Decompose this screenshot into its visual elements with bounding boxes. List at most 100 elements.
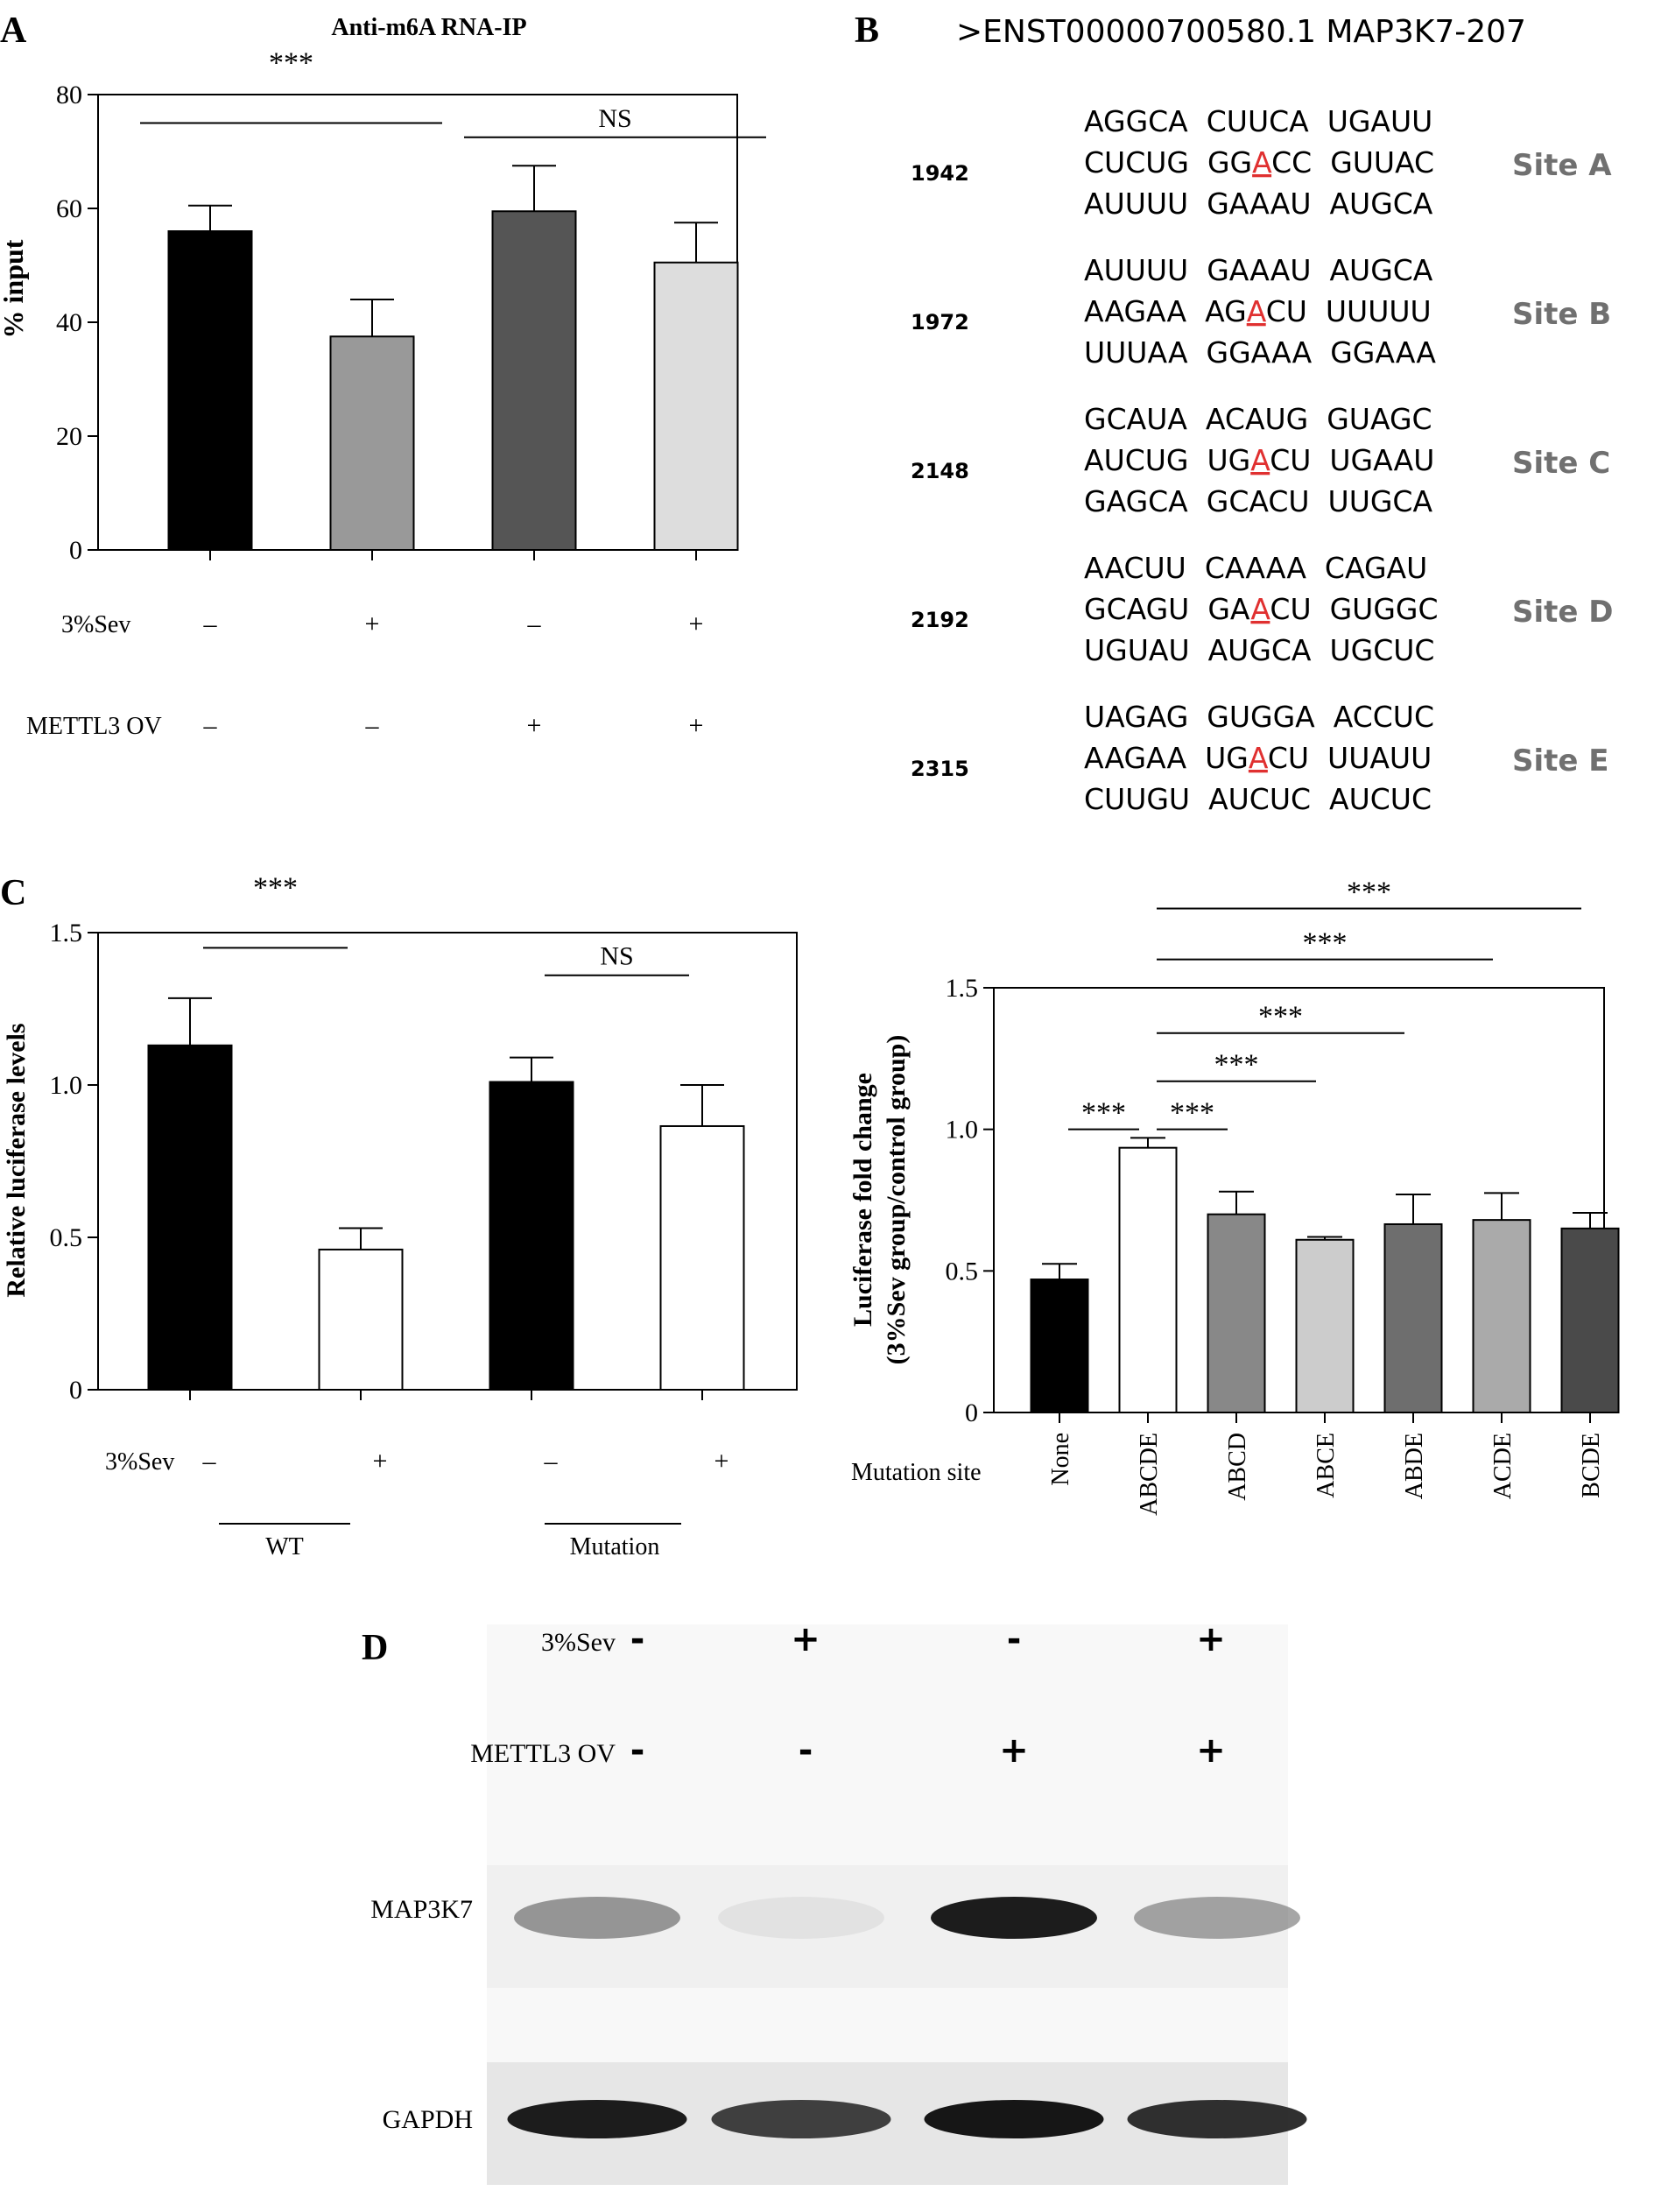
- site-block-2: 2148 Site C GCAUA ACAUG GUAGC AUCUG UGACU U…: [911, 402, 1610, 518]
- m6a-site-highlight: A: [1249, 741, 1269, 775]
- gapdh-band-0: [507, 2100, 687, 2138]
- sequence-row: AGGCA CUUCA UGAUU: [1084, 104, 1432, 138]
- panel-d: D 3%Sev METTL3 OV - + - + - - + + MAP3K7 GAPDH: [362, 1619, 1307, 2185]
- panel-c-left-ytick-label: 1.0: [50, 1071, 83, 1100]
- panel-a-ytick-label: 0: [69, 536, 82, 565]
- panel-a-bar-2: [491, 210, 577, 551]
- mutation-site-tick-label: ABCE: [1313, 1433, 1340, 1498]
- panel-c-left-ytick-label: 0: [69, 1376, 82, 1405]
- panel-c-right-ytick-label: 0: [965, 1398, 978, 1427]
- mutation-group-label: Mutation: [570, 1533, 660, 1560]
- panel-a-title: Anti-m6A RNA-IP: [331, 14, 526, 41]
- panel-c-left-ytick-label: 1.5: [50, 919, 83, 947]
- site-position: 2192: [911, 608, 969, 632]
- sequence-row: GCAUA ACAUG GUAGC: [1084, 402, 1432, 436]
- panel-a-sev-value: –: [203, 609, 218, 638]
- site-position: 2315: [911, 757, 969, 781]
- panel-a-ylabel: % input: [0, 239, 29, 338]
- panel-d-row-label-mettl3: METTL3 OV: [470, 1739, 616, 1768]
- sequence-row: CUUGU AUCUC AUCUC: [1084, 782, 1432, 816]
- panel-c-right-bar-3: [1295, 1238, 1355, 1414]
- panel-d-sev-value: -: [630, 1619, 645, 1659]
- wt-group-label: WT: [265, 1533, 304, 1560]
- site-label: Site A: [1512, 148, 1612, 183]
- sequence-row: AUCUG UGACU UGAAU: [1084, 443, 1434, 477]
- sequence-row: AAGAA UGACU UUAUU: [1084, 741, 1432, 775]
- sequence-row: AACUU CAAAA CAGAU: [1084, 551, 1427, 585]
- site-block-1: 1972 Site B AUUUU GAAAU AUGCA AAGAA AGACU U…: [911, 253, 1611, 370]
- panel-a-mettl3-value: +: [689, 711, 704, 740]
- panel-a-bar-0: [167, 230, 253, 551]
- sequence-row: GAGCA GCACU UUGCA: [1084, 484, 1432, 518]
- panel-c-right-bar-2: [1207, 1213, 1266, 1413]
- map3k7-band-3: [1134, 1897, 1300, 1939]
- panel-c-left-bar-3: [659, 1124, 745, 1391]
- panel-d-mettl3-value: -: [630, 1730, 645, 1771]
- map3k7-band-0: [514, 1897, 680, 1939]
- panel-d-sev-value: +: [1196, 1619, 1226, 1659]
- map3k7-band-1: [718, 1897, 884, 1939]
- map3k7-band-2: [931, 1897, 1097, 1939]
- gapdh-band-1: [711, 2100, 891, 2138]
- panel-c-right: Luciferase fold change (3%Sev group/cont…: [848, 876, 1620, 1516]
- sequence-row: UGUAU AUGCA UGCUC: [1084, 633, 1434, 667]
- sequence-row: AUUUU GAAAU AUGCA: [1084, 187, 1433, 221]
- panel-c-sev-value: –: [544, 1447, 559, 1476]
- panel-a-mettl3-value: +: [527, 711, 542, 740]
- panel-a-sev-value: +: [689, 609, 704, 638]
- mutation-site-tick-label: ABDE: [1401, 1433, 1428, 1499]
- panel-a-sig-label-0: ***: [269, 47, 313, 80]
- panel-c-right-bar-6: [1560, 1227, 1620, 1414]
- panel-c-right-bar-5: [1472, 1219, 1531, 1413]
- panel-a-sev-value: –: [527, 609, 542, 638]
- panel-a-bar-3: [653, 261, 739, 551]
- panel-d-mettl3-value: +: [1196, 1730, 1226, 1771]
- panel-d-sev-value: -: [1007, 1619, 1022, 1659]
- panel-a-mettl3-value: –: [365, 711, 380, 740]
- panel-c-left-bar-1: [318, 1248, 404, 1391]
- m6a-site-highlight: A: [1247, 294, 1267, 328]
- panel-c-right-ytick-label: 1.0: [946, 1116, 979, 1145]
- m6a-site-highlight: A: [1250, 592, 1270, 626]
- panel-c-right-ylabel: Luciferase fold change: [848, 1073, 877, 1327]
- panel-c-sev-value: +: [373, 1447, 388, 1476]
- panel-c-left-ytick-label: 0.5: [50, 1223, 83, 1252]
- panel-c-left-plot-frame: [97, 932, 798, 1391]
- site-position: 1942: [911, 161, 969, 186]
- panel-c-left: C Relative luciferase levels 00.51.01.5 …: [0, 871, 798, 1560]
- panel-c-right-sig-label-0: ***: [1081, 1097, 1126, 1130]
- panel-c-right-ytick-label: 0.5: [946, 1257, 979, 1286]
- panel-c-right-sig-label-5: ***: [1347, 876, 1391, 908]
- panel-c-right-sig-label-3: ***: [1258, 1001, 1303, 1033]
- panel-d-sev-value: +: [791, 1619, 820, 1659]
- panel-c-left-bar-0: [147, 1044, 233, 1391]
- sequence-row: AAGAA AGACU UUUUU: [1084, 294, 1432, 328]
- m6a-site-highlight: A: [1252, 145, 1272, 180]
- panel-a-sig-label-1: NS: [598, 104, 631, 133]
- panel-c-sev-value: +: [714, 1447, 729, 1476]
- site-block-4: 2315 Site E UAGAG GUGGA ACCUC AAGAA UGACU U…: [911, 700, 1609, 816]
- site-block-0: 1942 Site A AGGCA CUUCA UGAUU CUCUG GGACC G…: [911, 104, 1612, 221]
- panel-d-mettl3-value: -: [799, 1730, 813, 1771]
- panel-c-right-bar-1: [1118, 1146, 1178, 1414]
- panel-c-left-ylabel: Relative luciferase levels: [2, 1023, 31, 1297]
- sequence-row: UAGAG GUGGA ACCUC: [1084, 700, 1434, 734]
- panel-c-right-sig-label-2: ***: [1214, 1049, 1259, 1081]
- mutation-site-tick-label: BCDE: [1578, 1433, 1605, 1498]
- panel-a-ytick-label: 60: [56, 194, 82, 223]
- mutation-site-tick-label: ACDE: [1489, 1433, 1517, 1499]
- panel-d-row-label-sev: 3%Sev: [541, 1628, 616, 1657]
- site-label: Site E: [1512, 743, 1609, 778]
- mutation-site-label: Mutation site: [851, 1459, 982, 1486]
- panel-d-letter: D: [362, 1628, 388, 1668]
- mutation-site-tick-label: None: [1047, 1433, 1074, 1486]
- panel-a-row-label-sev: 3%Sev: [61, 611, 130, 638]
- panel-a-sev-value: +: [365, 609, 380, 638]
- sequence-row: GCAGU GAACU GUGGC: [1084, 592, 1439, 626]
- panel-a-ytick-label: 20: [56, 422, 82, 451]
- panel-c-right-bar-4: [1383, 1222, 1443, 1413]
- site-position: 1972: [911, 310, 969, 335]
- panel-a-row-label-mettl3: METTL3 OV: [26, 713, 162, 740]
- panel-c-left-bar-2: [489, 1081, 574, 1391]
